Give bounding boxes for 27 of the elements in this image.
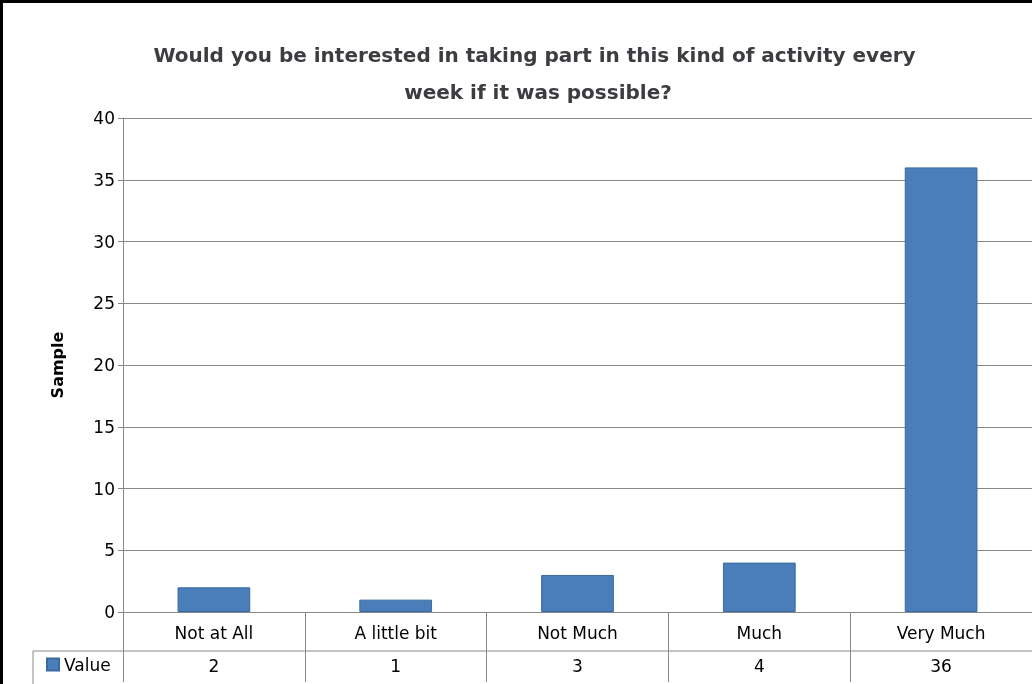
bar bbox=[541, 574, 614, 612]
bar bbox=[904, 167, 978, 612]
y-axis-title: Sample bbox=[47, 331, 67, 399]
data-label: 36 bbox=[930, 655, 952, 676]
legend-label: Value bbox=[64, 654, 111, 675]
x-tick-label: A little bit bbox=[354, 622, 438, 643]
x-tick-label: Much bbox=[736, 622, 783, 643]
y-tick-label: 20 bbox=[93, 355, 115, 375]
bar bbox=[359, 599, 433, 612]
y-tick-label: 30 bbox=[93, 231, 115, 252]
y-tick-label: 25 bbox=[93, 293, 115, 314]
data-label: 1 bbox=[390, 655, 402, 676]
bar bbox=[177, 587, 251, 612]
data-label: 4 bbox=[753, 655, 765, 676]
y-tick-label: 0 bbox=[104, 602, 115, 622]
x-tick-label: Not at All bbox=[174, 622, 254, 643]
bar bbox=[722, 562, 796, 612]
y-tick-label: 15 bbox=[93, 416, 115, 437]
chart-title: Would you be interested in taking part in this kind of activity every week if it was possible? bbox=[153, 42, 923, 104]
y-tick-label: 35 bbox=[93, 169, 115, 190]
y-tick-label: 5 bbox=[104, 540, 115, 561]
y-tick-label: 40 bbox=[93, 108, 115, 128]
x-tick-label: Very Much bbox=[896, 622, 986, 643]
data-label: 2 bbox=[208, 655, 220, 676]
data-label: 3 bbox=[572, 655, 583, 676]
y-tick-label: 10 bbox=[93, 478, 115, 499]
x-tick-label: Not Much bbox=[537, 622, 618, 643]
